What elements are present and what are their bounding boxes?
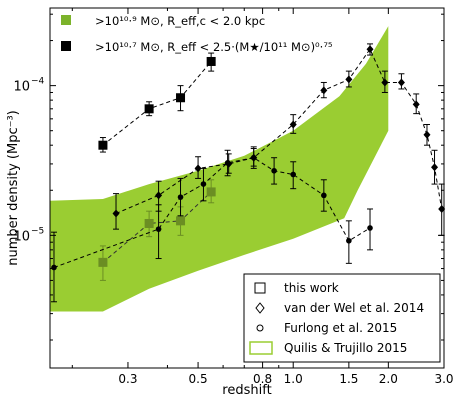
bottom-legend-label-2: Furlong et al. 2015 [284, 321, 397, 335]
series-0-point-3 [206, 56, 216, 66]
series-2-point-11 [412, 100, 420, 109]
top-legend-label-0: >10¹⁰·⁹ M⊙, R_eff,c < 2.0 kpc [95, 14, 265, 28]
series-0-point-1 [144, 104, 154, 114]
series-1-point-2 [176, 216, 186, 226]
series-2 [112, 43, 446, 236]
tick-layer: 0.3 0.5 0.8 1.0 1.5 2.0 3.010−510−4 [13, 8, 454, 386]
top-legend-label-1: >10¹⁰·⁷ M⊙, R_eff < 2.5·(M★/10¹¹ M⊙)⁰·⁷⁵ [95, 40, 333, 54]
bottom-legend-label-3: Quilis & Trujillo 2015 [284, 341, 407, 355]
model-band [50, 26, 389, 312]
x-tick-label-5: 2.0 [379, 372, 398, 386]
series-0-point-0 [98, 140, 108, 150]
series-2-point-2 [194, 164, 202, 173]
bottom-legend-marker-1 [255, 302, 265, 314]
bottom-legend-box [243, 273, 441, 363]
series-2-point-10 [397, 78, 405, 87]
series-1-point-1 [144, 218, 154, 228]
top-legend-marker-1 [61, 41, 71, 51]
bottom-legend-label-1: van der Wel et al. 2014 [284, 301, 424, 315]
series-2-point-5 [289, 120, 297, 129]
series-3-point-7 [290, 171, 297, 178]
bottom-legend-marker-2 [256, 324, 264, 332]
series-3-point-0 [51, 264, 57, 271]
series-0-point-2 [176, 93, 186, 103]
series-2-point-9 [381, 78, 389, 87]
bottom-legend-marker-3 [249, 341, 273, 355]
y-tick-exponent-0: −5 [31, 226, 44, 236]
bottom-legend-marker-0 [254, 282, 266, 294]
plot-frame [49, 7, 445, 369]
series-2-point-13 [431, 163, 439, 172]
y-tick-exponent-1: −4 [31, 77, 45, 87]
model-band-layer [50, 26, 389, 312]
series-layer [50, 43, 446, 303]
x-tick-label-2: 0.8 [253, 372, 272, 386]
bottom-legend-label-0: this work [284, 281, 339, 295]
series-0 [98, 52, 216, 153]
series-2-point-14 [438, 204, 446, 213]
series-0-line [102, 61, 212, 146]
x-axis-label: redshift [222, 383, 271, 398]
bottom-legend: this work van der Wel et al. 2014 Furlong … [243, 273, 441, 363]
series-3-point-10 [367, 225, 373, 231]
top-legend: >10¹⁰·⁹ M⊙, R_eff,c < 2.0 kpc >10¹⁰·⁷ M⊙,… [61, 14, 333, 54]
series-1-point-3 [206, 187, 216, 197]
series-1-point-0 [98, 257, 108, 267]
x-tick-label-1: 0.5 [189, 372, 208, 386]
series-3-point-3 [200, 181, 207, 187]
series-2-point-8 [366, 45, 374, 54]
series-2-point-12 [423, 130, 431, 139]
series-2-point-6 [320, 86, 328, 95]
x-tick-label-4: 1.5 [339, 372, 358, 386]
series-3 [50, 146, 374, 303]
series-3-point-2 [177, 194, 184, 200]
y-axis-label: number density (Mpc⁻³) [6, 110, 21, 266]
series-1-line [102, 191, 212, 263]
x-tick-label-0: 0.3 [118, 372, 137, 386]
series-3-point-9 [346, 237, 352, 244]
x-tick-label-3: 1.0 [284, 372, 303, 386]
y-tick-label-1: 10 [13, 80, 30, 95]
series-3-point-1 [155, 226, 162, 232]
y-tick-label-0: 10 [13, 229, 30, 244]
series-3-point-4 [224, 160, 231, 166]
x-tick-label-6: 3.0 [434, 372, 453, 386]
series-2-point-0 [112, 209, 120, 218]
series-3-point-6 [271, 167, 277, 174]
series-3-point-8 [321, 192, 327, 199]
top-legend-marker-0 [61, 15, 71, 25]
series-3-point-5 [250, 154, 257, 161]
series-2-point-1 [155, 191, 163, 200]
series-2-point-7 [345, 75, 353, 84]
